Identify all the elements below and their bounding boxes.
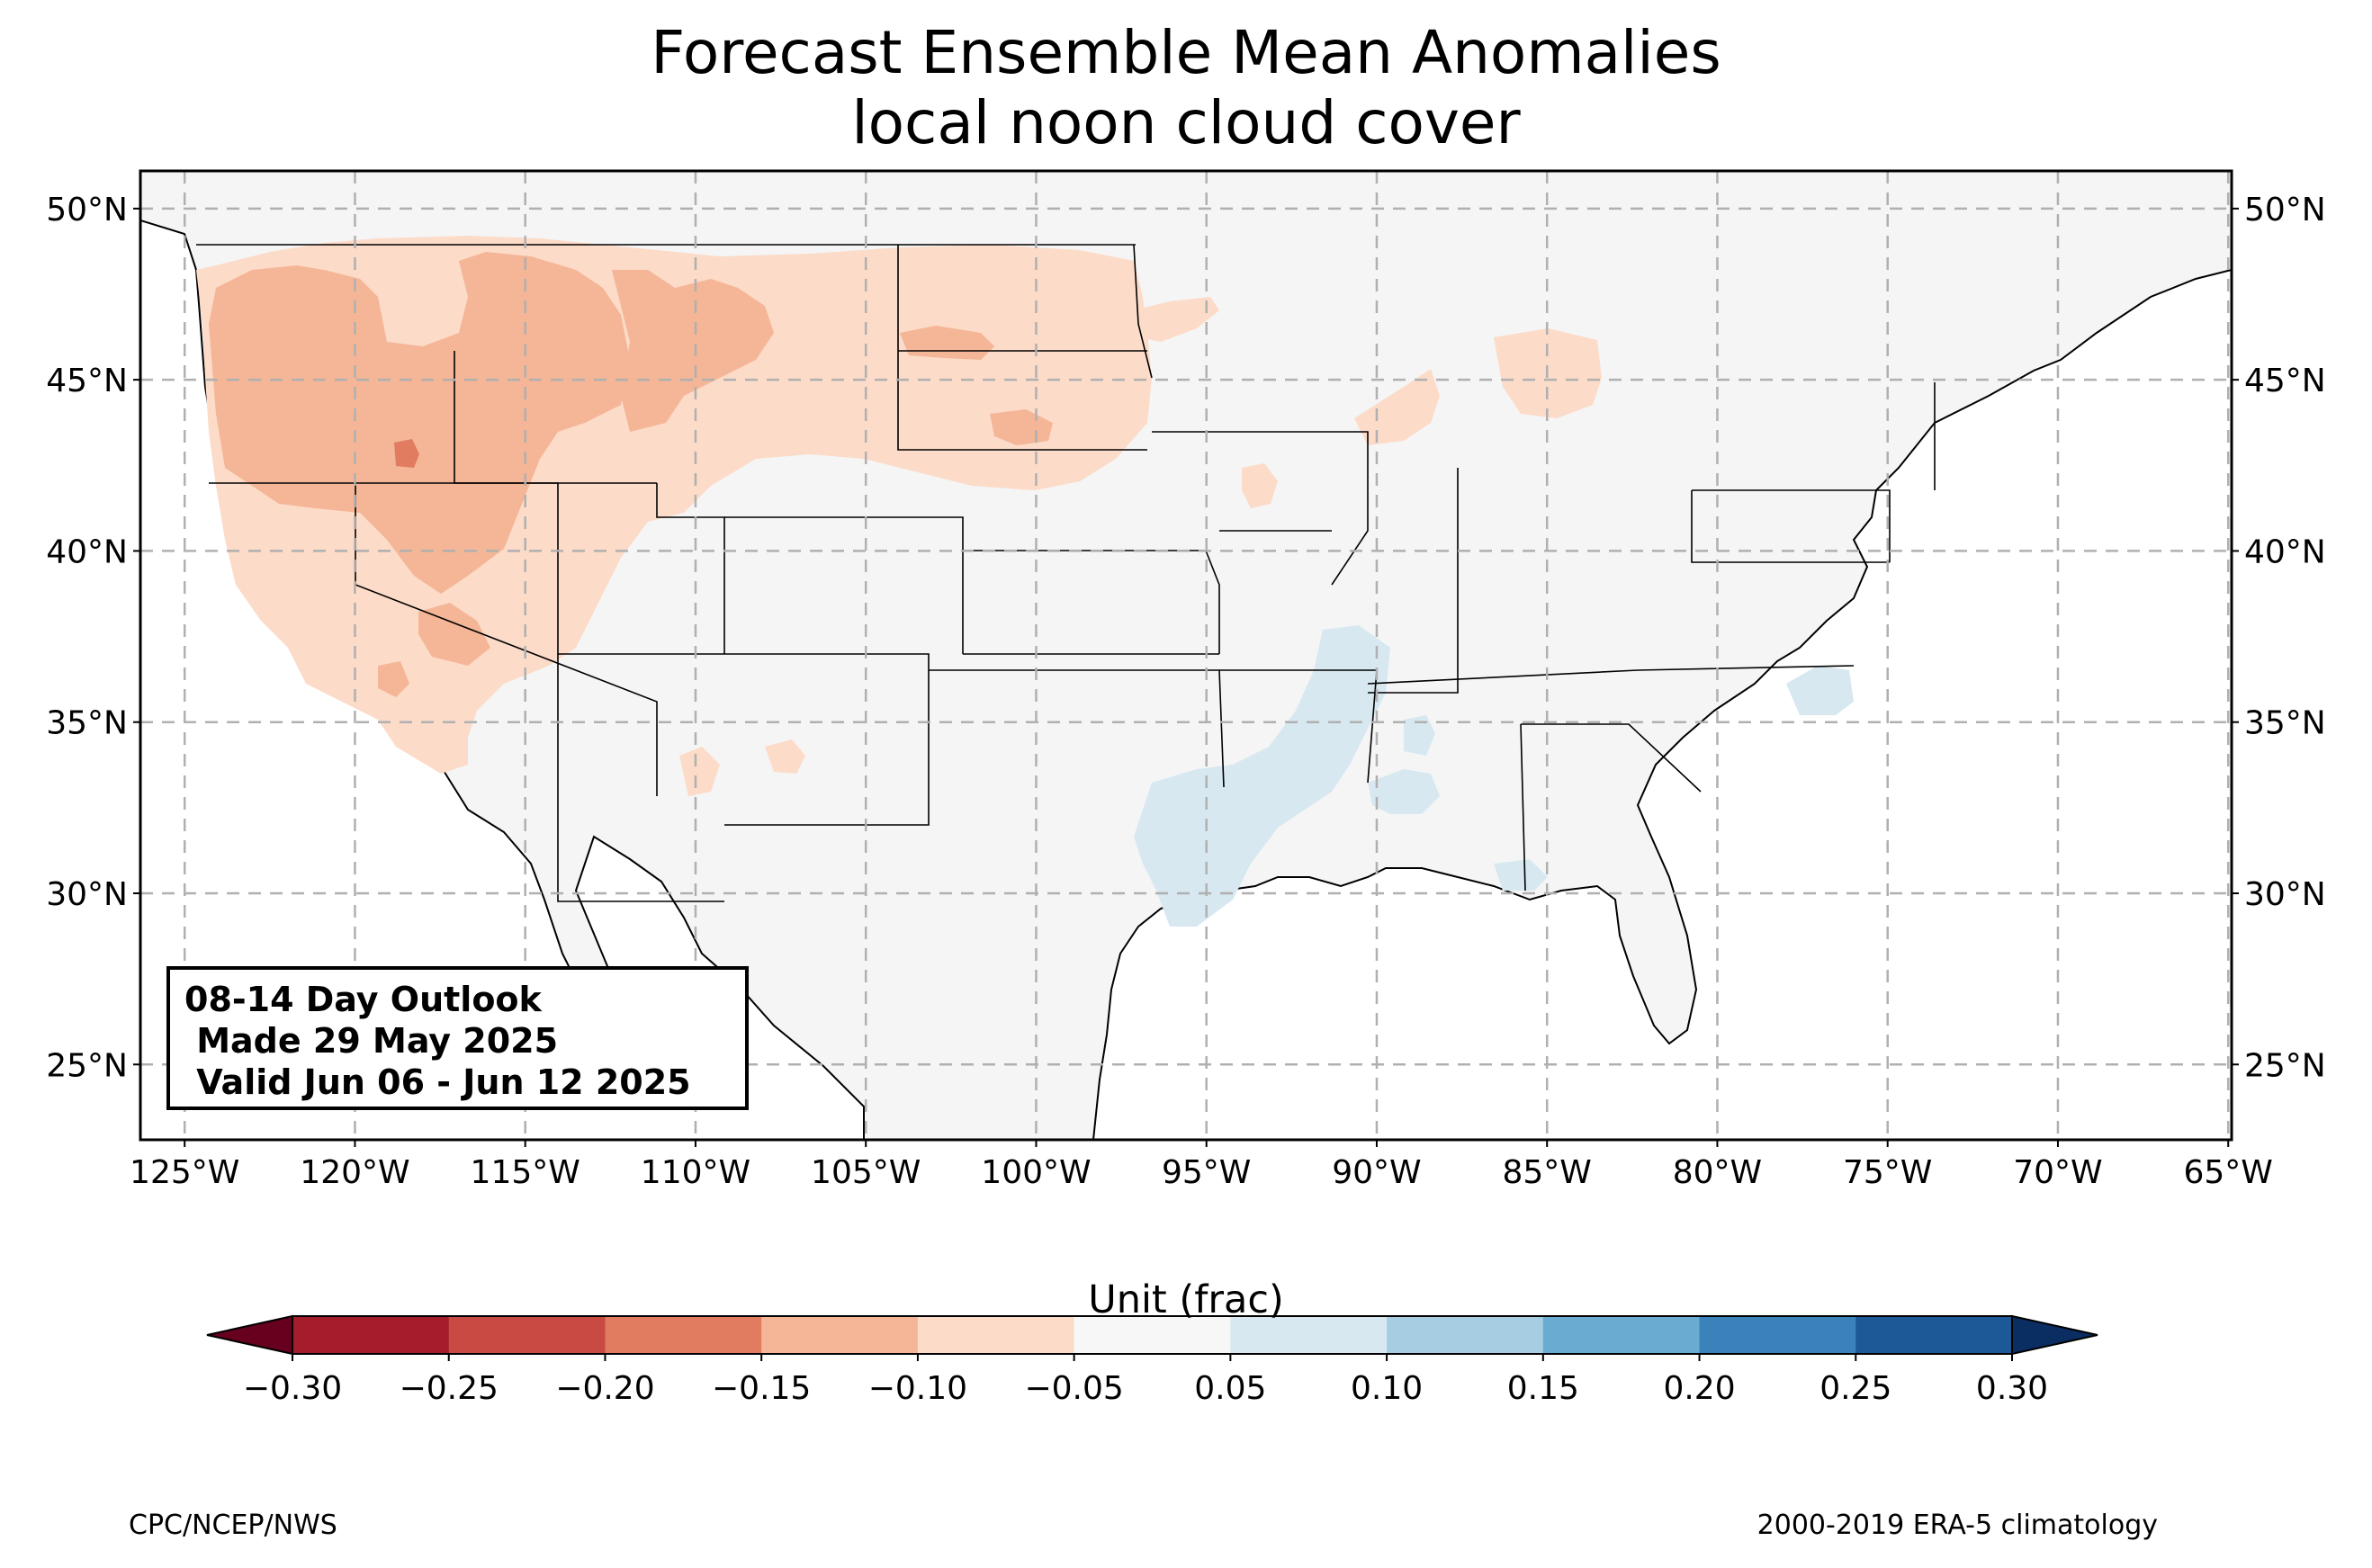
colorbar-tick-label: 0.30 [1976,1370,2048,1407]
lat-tick-label-right: 25°N [2244,1047,2326,1084]
colorbar-segment [1542,1316,1701,1354]
lat-tick-label-left: 40°N [46,533,128,570]
colorbar-label: Unit (frac) [1088,1277,1284,1322]
anomaly-fill-negative [196,236,1602,796]
colorbar-tick-label: 0.20 [1663,1370,1735,1407]
lat-tick-label-right: 35°N [2244,705,2326,742]
colorbar-tick-label: 0.10 [1351,1370,1423,1407]
axis-ticks: 125°W 120°W 115°W 110°W 105°W 100°W 95°W 90°W 85… [46,192,2326,1191]
colorbar-tick-label: −0.05 [1024,1370,1123,1407]
footer-credit: CPC/NCEP/NWS [129,1510,337,1541]
colorbar-segment [1699,1316,1856,1354]
colorbar-tick-label: −0.30 [243,1370,342,1407]
lat-tick-label-left: 45°N [46,363,128,399]
lat-tick-label-right: 50°N [2244,192,2326,228]
colorbar-segment [448,1316,606,1354]
colorbar-segment [1074,1316,1231,1354]
lat-tick-label-left: 50°N [46,192,128,228]
colorbar-tick-label: −0.10 [868,1370,967,1407]
lon-tick-label: 80°W [1673,1154,1762,1191]
lon-tick-label: 125°W [130,1154,239,1191]
colorbar-tick-label: 0.05 [1194,1370,1266,1407]
outlook-valid-range: Valid Jun 06 - Jun 12 2025 [184,1062,691,1102]
lat-tick-label-right: 45°N [2244,363,2326,399]
colorbar-segment [292,1316,450,1354]
colorbar-segment [1387,1316,1544,1354]
lat-tick-label-right: 30°N [2244,876,2326,913]
chart-subtitle: local noon cloud cover [851,88,1521,157]
outlook-info-box: 08-14 Day Outlook Made 29 May 2025 Valid… [166,966,749,1110]
colorbar-tick-label: −0.20 [555,1370,654,1407]
footer-climatology: 2000-2019 ERA-5 climatology [1757,1510,2158,1541]
colorbar-tick-label: −0.15 [712,1370,811,1407]
state-boundaries [196,244,1936,902]
lat-tick-label-right: 40°N [2244,533,2326,570]
lon-tick-label: 100°W [981,1154,1091,1191]
lon-tick-label: 110°W [641,1154,750,1191]
colorbar-segment [1230,1316,1388,1354]
lat-tick-label-left: 25°N [46,1047,128,1084]
lon-tick-label: 70°W [2013,1154,2102,1191]
colorbar-tick-label: 0.15 [1507,1370,1579,1407]
lat-tick-label-left: 35°N [46,705,128,742]
outlook-made-date: Made 29 May 2025 [184,1021,559,1061]
colorbar-outline [292,1315,2013,1355]
colorbar-tick-label: 0.25 [1819,1370,1891,1407]
lon-tick-label: 95°W [1162,1154,1251,1191]
anomaly-fill-positive [1134,625,1854,927]
colorbar-segment [761,1316,919,1354]
lon-tick-label: 75°W [1843,1154,1932,1191]
colorbar-tick-label: −0.25 [400,1370,499,1407]
outlook-title: 08-14 Day Outlook [184,980,542,1019]
lon-tick-label: 115°W [471,1154,580,1191]
chart-title: Forecast Ensemble Mean Anomalies [651,18,1721,87]
colorbar-segment [605,1316,762,1354]
map-frame [139,169,2233,1142]
gridlines [140,171,2232,1140]
colorbar: −0.30 −0.25 −0.20 −0.15 −0.10 −0.05 0.05 0.10 0.… [206,1314,2098,1407]
lon-tick-label: 85°W [1503,1154,1592,1191]
colorbar-segment [1855,1316,2013,1354]
lat-tick-label-left: 30°N [46,876,128,913]
lon-tick-label: 65°W [2184,1154,2273,1191]
colorbar-segment [917,1316,1075,1354]
lon-tick-label: 105°W [811,1154,921,1191]
lon-tick-label: 90°W [1332,1154,1421,1191]
lon-tick-label: 120°W [300,1154,409,1191]
